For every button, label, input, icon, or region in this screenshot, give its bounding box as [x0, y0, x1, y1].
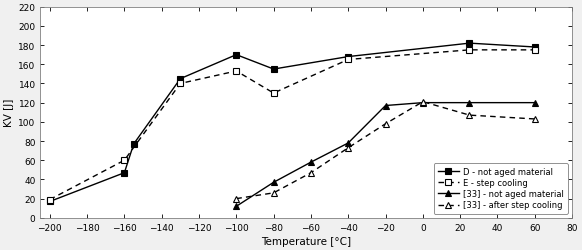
Y-axis label: KV [J]: KV [J] — [4, 99, 14, 127]
[33] - not aged material — [466, 102, 473, 105]
D - not aged material — [345, 56, 352, 59]
[33] - not aged material — [270, 181, 277, 184]
E - step cooling — [531, 49, 538, 52]
D - not aged material — [233, 54, 240, 57]
D - not aged material — [466, 42, 473, 45]
E - step cooling — [270, 92, 277, 95]
[33] - after step cooling — [382, 123, 389, 126]
[33] - not aged material — [531, 102, 538, 105]
[33] - not aged material — [233, 205, 240, 208]
Line: E - step cooling: E - step cooling — [47, 48, 538, 203]
D - not aged material — [47, 200, 54, 203]
[33] - not aged material — [382, 104, 389, 108]
E - step cooling — [47, 198, 54, 201]
E - step cooling — [121, 159, 128, 162]
[33] - after step cooling — [531, 118, 538, 121]
D - not aged material — [531, 46, 538, 49]
E - step cooling — [233, 70, 240, 73]
E - step cooling — [466, 49, 473, 52]
[33] - not aged material — [307, 161, 314, 164]
[33] - not aged material — [420, 102, 427, 105]
[33] - not aged material — [345, 142, 352, 145]
D - not aged material — [121, 172, 128, 174]
Line: D - not aged material: D - not aged material — [47, 41, 538, 205]
D - not aged material — [270, 68, 277, 71]
X-axis label: Temperature [°C]: Temperature [°C] — [261, 236, 352, 246]
Line: [33] - after step cooling: [33] - after step cooling — [233, 99, 538, 202]
[33] - after step cooling — [420, 101, 427, 104]
D - not aged material — [177, 78, 184, 81]
[33] - after step cooling — [307, 172, 314, 174]
Legend: D - not aged material, E - step cooling, [33] - not aged material, [33] - after : D - not aged material, E - step cooling,… — [434, 164, 568, 214]
[33] - after step cooling — [466, 114, 473, 117]
[33] - after step cooling — [345, 147, 352, 150]
D - not aged material — [130, 143, 137, 146]
[33] - after step cooling — [270, 192, 277, 194]
E - step cooling — [345, 59, 352, 62]
[33] - after step cooling — [233, 197, 240, 200]
Line: [33] - not aged material: [33] - not aged material — [233, 100, 538, 210]
E - step cooling — [177, 82, 184, 86]
